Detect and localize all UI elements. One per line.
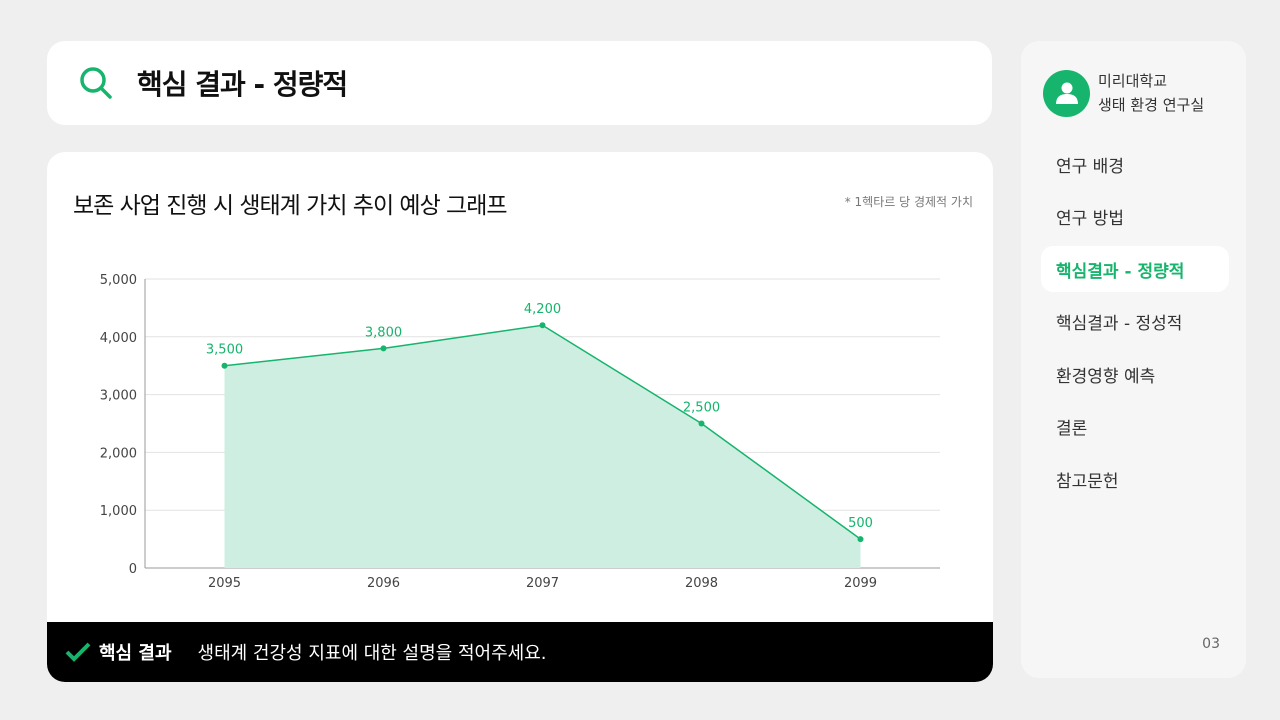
y-tick-label: 1,000 <box>100 504 137 519</box>
header-search-bar: 핵심 결과 - 정량적 <box>47 41 992 125</box>
y-tick-label: 4,000 <box>100 331 137 346</box>
data-label: 500 <box>848 516 873 531</box>
profile: 미리대학교 생태 환경 연구실 <box>1043 69 1204 117</box>
data-label: 3,800 <box>365 325 402 340</box>
page-title: 핵심 결과 - 정량적 <box>137 68 348 101</box>
data-point <box>221 362 228 369</box>
area-chart: 0 1,000 2,000 3,000 4,000 5,000 3,500 2095 3,800… <box>100 273 940 591</box>
lab-name: 생태 환경 연구실 <box>1098 96 1205 114</box>
x-tick-label: 2096 <box>367 576 400 591</box>
chart-card: 보존 사업 진행 시 생태계 가치 추이 예상 그래프 * 1헥타르 당 경제적… <box>47 152 993 682</box>
y-tick-label: 2,000 <box>100 446 137 461</box>
sidebar-item[interactable]: 핵심결과 - 정성적 <box>1056 314 1183 334</box>
sidebar-item[interactable]: 결론 <box>1056 419 1088 439</box>
y-tick-label: 5,000 <box>100 273 137 288</box>
sidebar-item[interactable]: 연구 방법 <box>1056 209 1124 229</box>
sidebar-item[interactable]: 참고문헌 <box>1056 471 1119 492</box>
data-point <box>539 322 546 329</box>
data-point <box>857 536 864 543</box>
sidebar-item[interactable]: 핵심결과 - 정량적 <box>1041 246 1229 292</box>
page-number: 03 <box>1202 636 1220 652</box>
x-tick-label: 2097 <box>526 576 559 591</box>
x-tick-label: 2099 <box>844 576 877 591</box>
x-tick-label: 2098 <box>685 576 718 591</box>
key-result-text: 생태계 건강성 지표에 대한 설명을 적어주세요. <box>197 643 547 664</box>
chart-title: 보존 사업 진행 시 생태계 가치 추이 예상 그래프 <box>73 193 508 219</box>
area-fill <box>224 325 861 568</box>
search-icon <box>80 67 112 99</box>
data-point <box>698 420 705 427</box>
x-tick-label: 2095 <box>208 576 241 591</box>
user-icon <box>1055 82 1078 104</box>
y-tick-label: 0 <box>129 562 137 577</box>
avatar <box>1043 69 1090 117</box>
data-label: 3,500 <box>206 343 243 358</box>
sidebar-item[interactable]: 연구 배경 <box>1056 156 1124 177</box>
data-point <box>380 345 387 352</box>
chart-note: * 1헥타르 당 경제적 가치 <box>844 195 973 209</box>
data-label: 2,500 <box>683 401 720 416</box>
sidebar-item[interactable]: 환경영향 예측 <box>1056 366 1156 387</box>
key-result-label: 핵심 결과 <box>99 643 172 664</box>
check-icon <box>65 642 91 662</box>
data-label: 4,200 <box>524 302 561 317</box>
key-result-bar: 핵심 결과 생태계 건강성 지표에 대한 설명을 적어주세요. <box>47 622 993 682</box>
y-tick-label: 3,000 <box>100 389 137 404</box>
org-name: 미리대학교 <box>1098 72 1168 90</box>
